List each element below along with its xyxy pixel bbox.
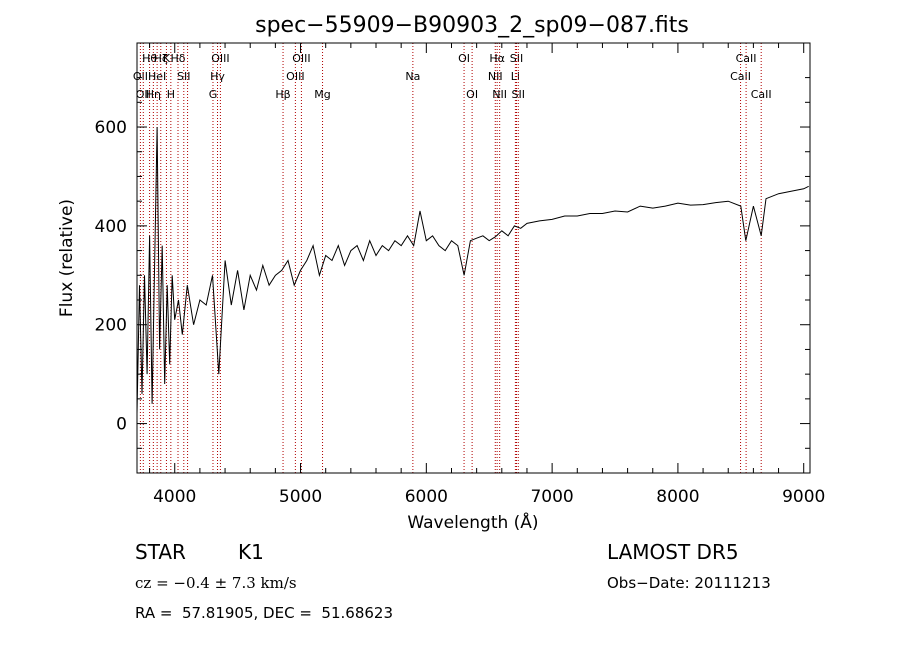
y-tick-label: 200 [95,316,127,336]
y-tick-label: 0 [116,415,127,435]
spectral-line-label: CaII [730,70,751,83]
x-tick-label: 8000 [656,487,699,507]
spectrum-line [136,126,809,414]
spectral-line-label: OI [458,52,470,65]
spectral-line-label: Hα [489,52,505,65]
spectral-line-label: SII [177,70,190,83]
observation-date: Obs−Date: 20111213 [607,574,771,592]
spectral-line-label: G [209,88,218,101]
spectral-line-label: OIII [211,52,229,65]
spectral-line-label: Hγ [210,70,225,83]
x-tick-label: 6000 [405,487,448,507]
spectral-line-label: OIII [286,70,304,83]
spectral-subclass: K1 [238,540,264,564]
spectral-line-label: CaII [751,88,772,101]
spectral-line-label: OII [136,88,151,101]
spectral-line-label: Hη [146,88,161,101]
y-tick-label: 400 [95,217,127,237]
x-tick-label: 4000 [153,487,196,507]
survey-name: LAMOST DR5 [607,540,739,564]
spectral-line-label: OII [133,70,148,83]
y-tick-label: 600 [95,118,127,138]
x-tick-label: 5000 [279,487,322,507]
spectral-line-label: SII [510,52,523,65]
x-tick-label: 7000 [530,487,573,507]
chart-title: spec−55909−B90903_2_sp09−087.fits [255,13,689,38]
spectral-line-label: Hζ [154,52,168,65]
coordinates: RA = 57.81905, DEC = 51.68623 [135,604,394,622]
spectral-line-label: Hδ [171,52,186,65]
spectral-line-label: OI [466,88,478,101]
plot-frame [136,42,811,474]
spectral-line-label: Mg [314,88,330,101]
spectral-line-label: K [163,52,171,65]
spectral-class: STAR [135,540,186,564]
spectral-line-label: Na [405,70,420,83]
spectral-line-label: OIII [292,52,310,65]
spectral-line-label: H [167,88,175,101]
spectral-line-label: HeI [148,70,166,83]
spectral-line-label: CaII [736,52,757,65]
x-tick-label: 9000 [782,487,825,507]
spectral-line-label: SII [512,88,525,101]
x-axis-label: Wavelength (Å) [407,511,538,533]
spectral-line-label: NII [492,88,507,101]
y-axis-label: Flux (relative) [57,199,77,317]
spectral-line-label: NII [488,70,503,83]
spectral-line-label: Hβ [275,88,290,101]
redshift-velocity: cz = −0.4 ± 7.3 km/s [135,574,297,592]
spectrum-series [136,126,809,414]
axis-ticks: 4000 5000 6000 7000 8000 9000 0 200 400 600 [95,43,825,507]
spectral-lines: OIIOIIHθHηHeIHζKHHδSIIGHγOIIIHβOIIIOIIIM… [133,43,772,473]
spectral-line-label: Li [511,70,520,83]
